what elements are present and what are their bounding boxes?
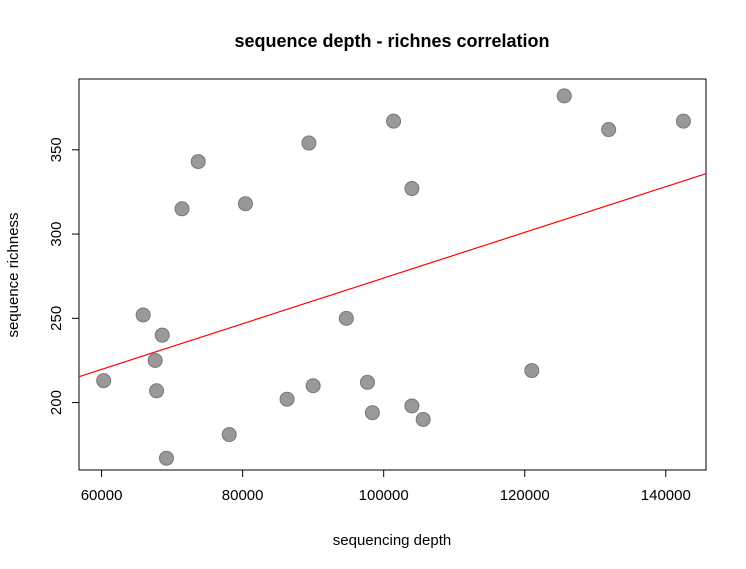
x-tick-label: 80000 <box>222 487 264 504</box>
regression-line-group <box>78 173 707 378</box>
x-axis-label: sequencing depth <box>333 532 451 549</box>
y-tick-label: 200 <box>48 390 65 415</box>
plot-frame <box>78 78 707 471</box>
data-point <box>135 307 151 323</box>
data-point <box>96 373 112 389</box>
x-tick-label: 100000 <box>359 487 409 504</box>
data-point <box>415 411 431 427</box>
data-point <box>556 88 572 104</box>
data-point <box>305 378 321 394</box>
data-point <box>158 450 174 466</box>
data-point <box>386 113 402 129</box>
data-point <box>154 327 170 343</box>
data-point <box>279 391 295 407</box>
data-point <box>364 405 380 421</box>
data-point <box>338 310 354 326</box>
y-tick-label: 300 <box>48 222 65 247</box>
y-axis: 200 250 300 350 <box>48 137 80 415</box>
y-tick-label: 250 <box>48 306 65 331</box>
x-tick-label: 120000 <box>500 487 550 504</box>
regression-line <box>78 173 707 378</box>
data-point <box>237 196 253 212</box>
y-tick-label: 350 <box>48 137 65 162</box>
data-point <box>147 352 163 368</box>
data-point <box>404 398 420 414</box>
data-point <box>190 154 206 170</box>
chart-title: sequence depth - richnes correlation <box>234 31 549 51</box>
data-point <box>301 135 317 151</box>
data-point <box>359 374 375 390</box>
data-point <box>601 122 617 138</box>
data-points <box>96 88 691 466</box>
x-tick-label: 60000 <box>81 487 123 504</box>
data-point <box>174 201 190 217</box>
data-point <box>404 181 420 197</box>
x-axis: 60000 80000 100000 120000 140000 <box>81 469 691 504</box>
data-point <box>524 363 540 379</box>
data-point <box>221 427 237 443</box>
x-tick-label: 140000 <box>641 487 691 504</box>
data-point <box>675 113 691 129</box>
y-axis-label: sequence richness <box>5 212 22 337</box>
data-point <box>149 383 165 399</box>
